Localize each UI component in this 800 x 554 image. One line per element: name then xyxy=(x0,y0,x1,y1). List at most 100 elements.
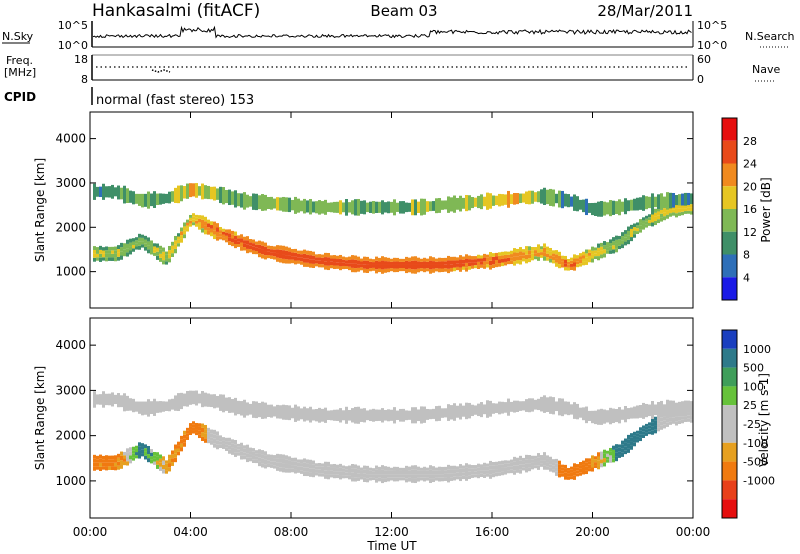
power-cell xyxy=(570,260,573,264)
velocity-cell xyxy=(165,401,168,411)
velocity-cell xyxy=(396,477,399,482)
power-cell xyxy=(387,268,390,273)
velocity-cell xyxy=(564,401,567,415)
velocity-cell xyxy=(330,464,333,468)
velocity-cell xyxy=(222,445,225,449)
velocity-cell xyxy=(405,410,408,421)
power-cell xyxy=(579,259,582,264)
power-cell xyxy=(543,243,546,248)
power-cell xyxy=(438,257,441,262)
velocity-cell xyxy=(327,470,330,475)
velocity-cell xyxy=(399,477,402,481)
power-cell xyxy=(561,255,564,259)
power-cell xyxy=(480,255,483,259)
velocity-cell xyxy=(369,474,372,478)
velocity-cell xyxy=(633,406,636,419)
velocity-cell xyxy=(618,454,621,458)
power-cell xyxy=(255,241,258,245)
velocity-cell xyxy=(240,455,243,460)
power-cell xyxy=(360,261,363,265)
power-cell xyxy=(561,264,564,268)
power-cell xyxy=(459,267,462,272)
power-cell xyxy=(597,243,600,248)
velocity-cell xyxy=(354,468,357,473)
velocity-cell xyxy=(453,469,456,474)
power-heatmap xyxy=(93,183,693,274)
velocity-cell xyxy=(273,406,276,417)
power-cell xyxy=(117,256,120,261)
velocity-cell xyxy=(477,470,480,475)
velocity-cell xyxy=(363,477,366,483)
power-cell xyxy=(135,240,138,244)
velocity-cell xyxy=(237,443,240,447)
power-ylabel: Slant Range [km] xyxy=(33,158,47,262)
power-cell xyxy=(462,256,465,260)
velocity-cell xyxy=(495,461,498,466)
velocity-cell xyxy=(306,471,309,477)
velocity-cell xyxy=(411,407,414,424)
velocity-cell xyxy=(189,429,192,433)
power-cell xyxy=(447,260,450,265)
velocity-cell xyxy=(276,458,279,463)
velocity-cell xyxy=(174,453,177,458)
velocity-cell xyxy=(102,455,105,460)
velocity-cell xyxy=(219,438,222,442)
power-cell xyxy=(135,193,138,204)
velocity-cell xyxy=(528,398,531,413)
power-cell xyxy=(324,199,327,215)
power-cell xyxy=(618,235,621,240)
velocity-cell xyxy=(378,470,381,475)
velocity-cell xyxy=(585,466,588,471)
velocity-cell xyxy=(507,470,510,474)
power-cell xyxy=(240,234,243,239)
power-cell xyxy=(306,258,309,263)
power-cell xyxy=(546,253,549,258)
velocity-cell xyxy=(315,408,318,422)
velocity-cell xyxy=(561,473,564,477)
power-cell xyxy=(342,202,345,213)
velocity-cell xyxy=(375,474,378,479)
velocity-cell xyxy=(93,462,96,467)
velocity-cell xyxy=(243,448,246,453)
power-cell xyxy=(522,252,525,256)
power-cell xyxy=(402,201,405,214)
velocity-cell xyxy=(195,429,198,433)
power-cell xyxy=(189,214,192,218)
power-cell xyxy=(348,266,351,271)
velocity-cell xyxy=(210,433,213,438)
power-cell xyxy=(165,193,168,204)
power-cell xyxy=(141,193,144,208)
power-cell xyxy=(369,264,372,269)
velocity-cell xyxy=(174,444,177,449)
velocity-cell xyxy=(345,475,348,479)
power-cell xyxy=(267,245,270,249)
velocity-cell xyxy=(291,461,294,466)
power-cell xyxy=(387,261,390,265)
velocity-cell xyxy=(177,393,180,412)
velocity-cell xyxy=(684,413,687,417)
power-cell xyxy=(111,253,114,258)
velocity-cell xyxy=(519,460,522,465)
power-cell xyxy=(249,249,252,253)
power-cell xyxy=(594,253,597,257)
velocity-cell xyxy=(471,471,474,475)
power-cell xyxy=(570,196,573,207)
velocity-cell xyxy=(237,400,240,415)
power-cell xyxy=(456,266,459,271)
velocity-cell xyxy=(432,474,435,479)
power-cell xyxy=(147,191,150,209)
velocity-cell xyxy=(408,410,411,420)
velocity-cell xyxy=(279,458,282,463)
velocity-cell xyxy=(150,401,153,415)
velocity-cell xyxy=(492,473,495,478)
power-cell xyxy=(390,201,393,213)
power-cell xyxy=(333,255,336,259)
colorbar-swatch xyxy=(722,405,737,424)
velocity-cell xyxy=(321,473,324,477)
velocity-cell xyxy=(381,478,384,484)
power-cell xyxy=(96,253,99,258)
power-cell xyxy=(138,241,141,246)
power-cell xyxy=(483,253,486,258)
velocity-cell xyxy=(681,416,684,420)
velocity-cell xyxy=(666,418,669,423)
